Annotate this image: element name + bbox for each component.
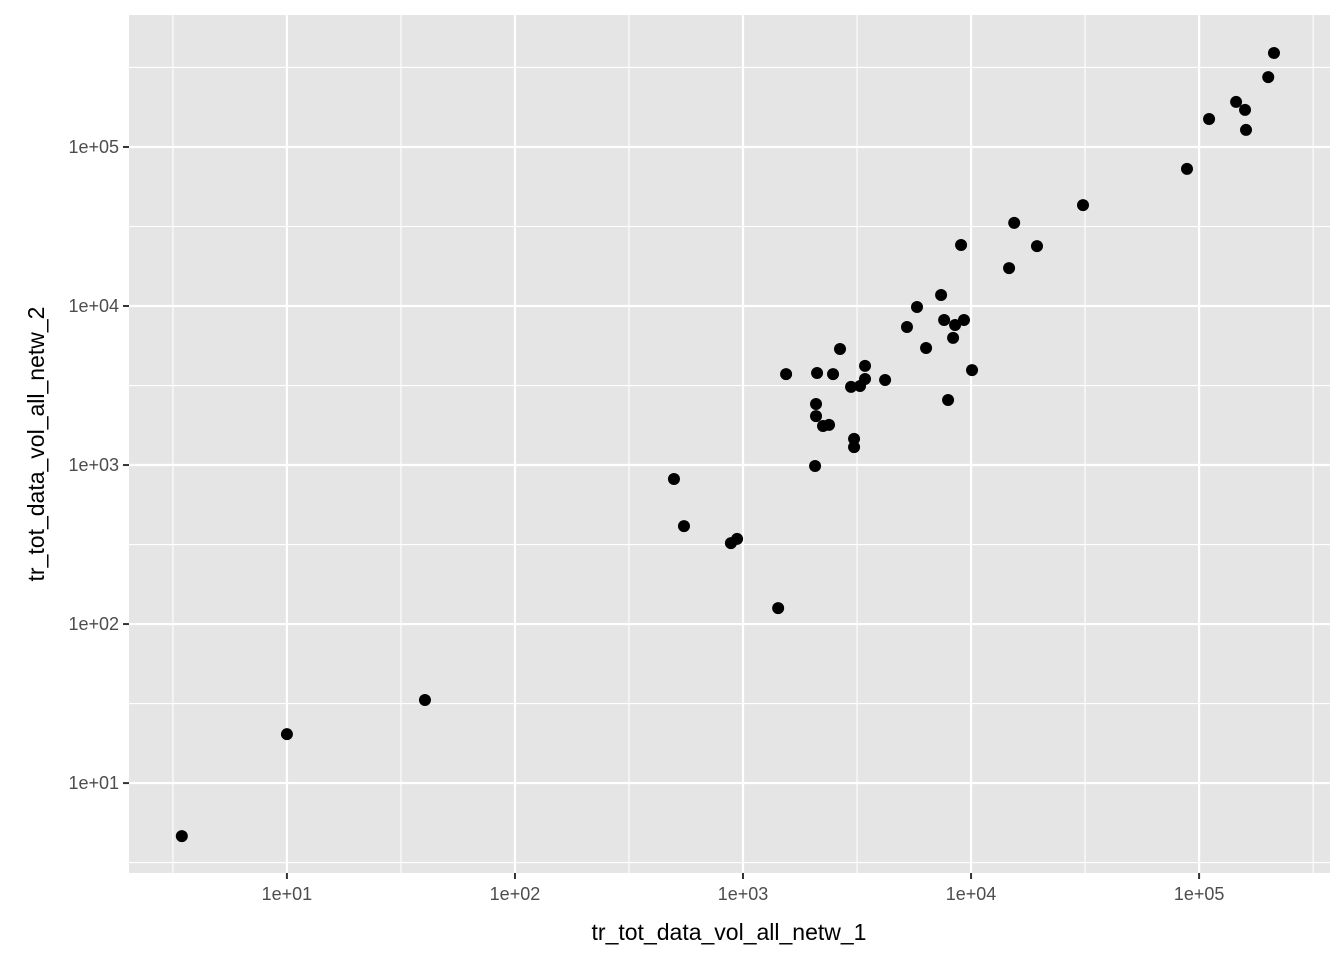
data-point bbox=[1262, 71, 1275, 84]
data-point bbox=[772, 602, 785, 615]
x-tick-label: 1e+04 bbox=[946, 884, 997, 904]
data-point bbox=[823, 418, 836, 431]
data-point bbox=[809, 460, 822, 473]
y-tick-label: 1e+05 bbox=[68, 137, 119, 157]
data-point bbox=[1180, 162, 1193, 175]
y-tick-label: 1e+02 bbox=[68, 614, 119, 634]
data-point bbox=[1003, 262, 1016, 275]
data-point bbox=[942, 394, 955, 407]
data-point bbox=[879, 374, 892, 387]
data-point bbox=[949, 318, 962, 331]
x-tick-label: 1e+01 bbox=[262, 884, 313, 904]
y-tick-label: 1e+01 bbox=[68, 773, 119, 793]
y-tick-label: 1e+04 bbox=[68, 296, 119, 316]
x-tick-label: 1e+05 bbox=[1174, 884, 1225, 904]
x-tick-label: 1e+03 bbox=[718, 884, 769, 904]
data-point bbox=[935, 289, 948, 302]
data-point bbox=[1230, 95, 1243, 108]
data-point bbox=[920, 342, 933, 355]
data-point bbox=[834, 342, 847, 355]
data-point bbox=[731, 532, 744, 545]
x-axis-ticks: 1e+01 1e+02 1e+03 1e+04 1e+05 bbox=[262, 873, 1225, 904]
data-point bbox=[1239, 103, 1252, 116]
data-point bbox=[1077, 199, 1090, 212]
data-point bbox=[810, 397, 823, 410]
data-point bbox=[1267, 46, 1280, 59]
data-point bbox=[810, 410, 823, 423]
data-point bbox=[1008, 216, 1021, 229]
data-point bbox=[845, 380, 858, 393]
data-point bbox=[955, 238, 968, 251]
data-point bbox=[938, 314, 951, 327]
data-point bbox=[1203, 112, 1216, 125]
x-axis-label: tr_tot_data_vol_all_netw_1 bbox=[592, 919, 867, 945]
y-axis-ticks: 1e+01 1e+02 1e+03 1e+04 1e+05 bbox=[68, 137, 129, 793]
data-point bbox=[827, 368, 840, 381]
data-point bbox=[859, 373, 872, 386]
data-point bbox=[1030, 240, 1043, 253]
data-point bbox=[947, 331, 960, 344]
data-point bbox=[280, 728, 293, 741]
data-point bbox=[667, 472, 680, 485]
y-axis-label: tr_tot_data_vol_all_netw_2 bbox=[23, 307, 49, 582]
data-point bbox=[957, 314, 970, 327]
data-point bbox=[677, 520, 690, 533]
data-point bbox=[911, 300, 924, 313]
data-point bbox=[848, 441, 861, 454]
data-point bbox=[859, 359, 872, 372]
data-point bbox=[811, 367, 824, 380]
data-point bbox=[780, 368, 793, 381]
data-point bbox=[900, 320, 913, 333]
points bbox=[175, 46, 1280, 843]
data-point bbox=[966, 364, 979, 377]
y-tick-label: 1e+03 bbox=[68, 455, 119, 475]
panel-background bbox=[129, 15, 1330, 873]
data-point bbox=[1240, 123, 1253, 136]
x-tick-label: 1e+02 bbox=[490, 884, 541, 904]
data-point bbox=[175, 830, 188, 843]
data-point bbox=[418, 694, 431, 707]
